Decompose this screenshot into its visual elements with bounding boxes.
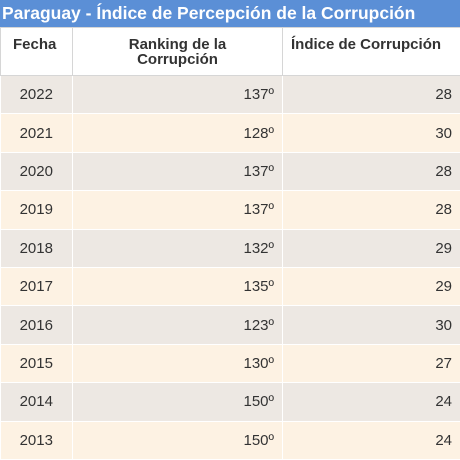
cell-year: 2021 — [1, 114, 73, 152]
cell-index: 29 — [283, 229, 460, 267]
cell-ranking: 137º — [73, 76, 283, 114]
cell-ranking: 128º — [73, 114, 283, 152]
table-row: 2019 137º 28 — [1, 191, 460, 229]
cell-index: 28 — [283, 191, 460, 229]
cell-index: 30 — [283, 114, 460, 152]
cell-year: 2018 — [1, 229, 73, 267]
cell-index: 24 — [283, 383, 460, 421]
corruption-table: Fecha Ranking de la Corrupción Índice de… — [0, 27, 460, 460]
cell-index: 30 — [283, 306, 460, 344]
cell-ranking: 130º — [73, 344, 283, 382]
header-ranking: Ranking de la Corrupción — [73, 28, 283, 76]
table-row: 2014 150º 24 — [1, 383, 460, 421]
cell-year: 2019 — [1, 191, 73, 229]
cell-ranking: 135º — [73, 267, 283, 305]
cell-ranking: 150º — [73, 421, 283, 459]
cell-year: 2014 — [1, 383, 73, 421]
table-row: 2017 135º 29 — [1, 267, 460, 305]
cell-ranking: 150º — [73, 383, 283, 421]
cell-year: 2015 — [1, 344, 73, 382]
header-row: Fecha Ranking de la Corrupción Índice de… — [1, 28, 460, 76]
cell-ranking: 137º — [73, 191, 283, 229]
cell-year: 2020 — [1, 152, 73, 190]
cell-index: 29 — [283, 267, 460, 305]
cell-ranking: 137º — [73, 152, 283, 190]
cell-index: 24 — [283, 421, 460, 459]
table-row: 2018 132º 29 — [1, 229, 460, 267]
cell-year: 2017 — [1, 267, 73, 305]
header-ranking-line2: Corrupción — [137, 51, 218, 68]
cell-index: 28 — [283, 76, 460, 114]
cell-ranking: 123º — [73, 306, 283, 344]
table-row: 2020 137º 28 — [1, 152, 460, 190]
table-title: Paraguay - Índice de Percepción de la Co… — [0, 0, 460, 27]
cell-index: 27 — [283, 344, 460, 382]
header-indice: Índice de Corrupción — [283, 28, 460, 76]
header-fecha: Fecha — [1, 28, 73, 76]
table-row: 2013 150º 24 — [1, 421, 460, 459]
cell-ranking: 132º — [73, 229, 283, 267]
table-row: 2022 137º 28 — [1, 76, 460, 114]
table-row: 2016 123º 30 — [1, 306, 460, 344]
table-row: 2021 128º 30 — [1, 114, 460, 152]
cell-index: 28 — [283, 152, 460, 190]
cell-year: 2022 — [1, 76, 73, 114]
cell-year: 2016 — [1, 306, 73, 344]
cell-year: 2013 — [1, 421, 73, 459]
table-row: 2015 130º 27 — [1, 344, 460, 382]
